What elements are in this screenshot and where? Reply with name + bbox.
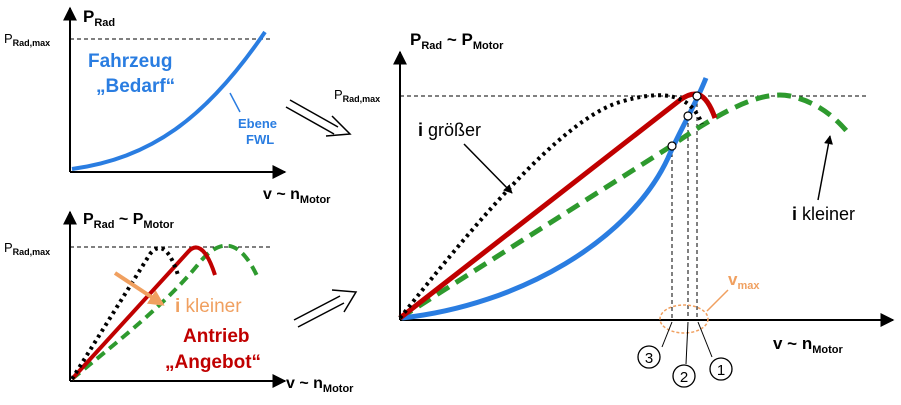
vehicle-label: Fahrzeug [88,51,172,72]
p-rad-max-label: PRad,max [4,240,50,257]
p-rad-max-label: PRad,max [4,31,50,48]
callout-2-leader [685,321,689,365]
ratio-smaller-label: i kleiner [792,204,855,224]
p-rad-max-label: PRad,max [334,87,380,104]
y-axis-label: PRad ~ PMotor [83,211,175,231]
y-axis-label: PRad ~ PMotor [410,30,504,52]
black-dotted-curve [398,93,704,320]
green-dashed-curve [70,243,260,381]
demand-curve [71,30,267,171]
vmax-label: vmax [728,270,760,292]
demand-label: „Bedarf“ [96,76,175,97]
curve-label-leader [229,92,241,113]
x-axis-label: v ~ nMotor [773,334,843,356]
black-dotted-curve [70,246,180,381]
y-axis-label: PRad [83,7,115,29]
intersection-point-2 [683,111,693,121]
callout-1-leader [697,321,713,358]
vmax-leader [706,289,729,312]
callout-1-circle [709,357,733,381]
road-load-label-line1: Ebene [238,116,277,131]
panel-combined: PRad ~ PMotor PRad,max v ~ nMotor i größ… [334,30,895,388]
intersection-point-1 [692,91,702,101]
vmax-range-ellipse [659,304,709,334]
callout-3-circle [637,345,661,369]
ratio-arrow [113,271,165,306]
callout-3-number: 3 [645,350,653,367]
x-axis-label: v ~ nMotor [286,375,354,395]
callout-2-circle [672,364,696,388]
callout-1-number: 1 [717,362,725,379]
ratio-smaller-leader [817,135,833,201]
road-load-label-line2: FWL [246,132,274,147]
connector-arrow-top [285,99,352,137]
intersection-point-3 [667,141,677,151]
callout-2-number: 2 [680,369,688,386]
x-axis-label: v ~ nMotor [263,186,331,206]
connector-arrow-bottom [293,289,358,328]
ratio-larger-label: i größer [418,120,481,140]
panel-drive-supply: PRad ~ PMotor PRad,max v ~ nMotor i klei… [4,210,354,395]
panel-vehicle-demand: PRad PRad,max v ~ nMotor Fahrzeug „Bedar… [4,6,331,206]
callout-3-leader [661,321,673,348]
red-curve [70,245,217,381]
drive-label: Antrieb [183,326,250,347]
ratio-smaller-label: i kleiner [175,296,242,317]
green-dashed-curve [398,92,852,321]
supply-label: „Angebot“ [165,352,261,373]
ratio-larger-leader [463,143,513,194]
